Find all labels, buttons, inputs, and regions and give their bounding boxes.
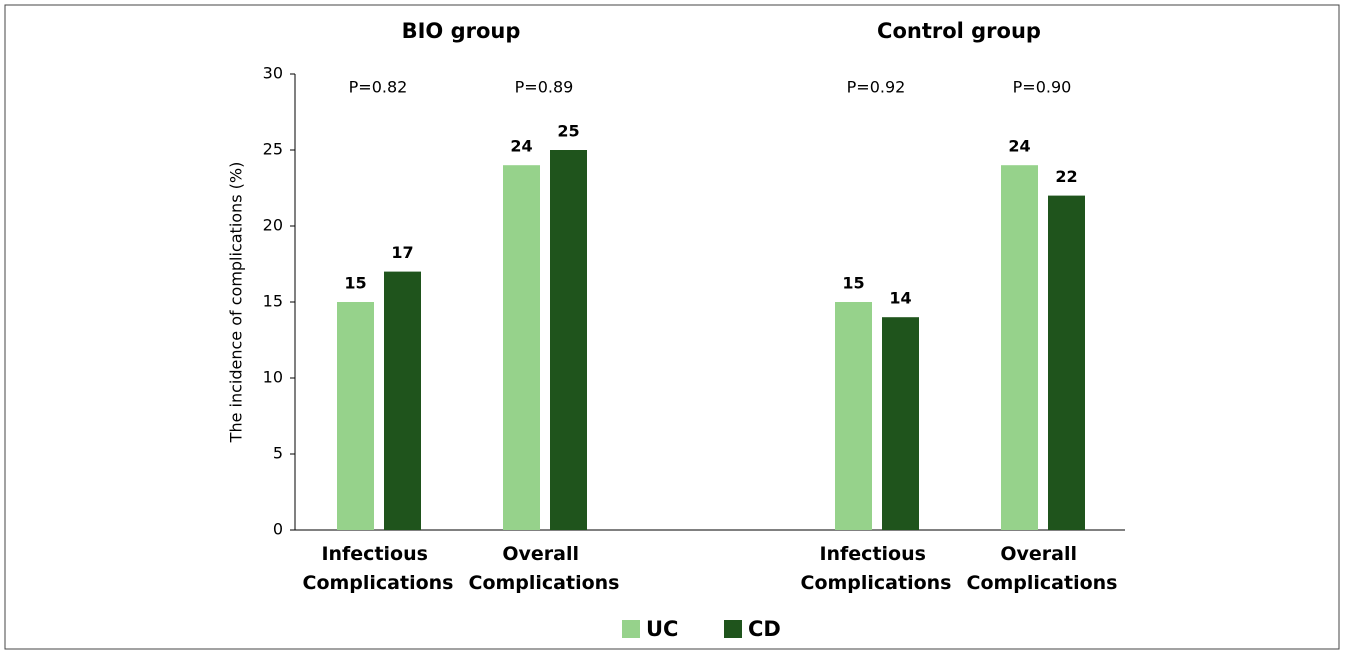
y-tick-label: 30 [263,64,283,83]
data-label: 25 [557,122,579,141]
x-tick-label: Infectious Complications [801,543,952,594]
bar [835,302,872,530]
bar [1048,195,1085,530]
x-tick-label: Overall Complications [967,543,1118,594]
data-label: 22 [1055,167,1077,186]
annotation: P=0.92 [847,78,906,97]
data-label: 14 [889,289,911,308]
legend-label: UC [646,617,678,641]
group-title: Control group [877,19,1041,43]
chart-frame [4,4,1340,650]
y-tick-label: 20 [263,216,283,235]
bar [503,165,540,530]
y-tick-label: 15 [263,292,283,311]
y-tick-label: 10 [263,368,283,387]
bar [337,302,374,530]
bar [1001,165,1038,530]
data-label: 17 [391,243,413,262]
legend-label: CD [748,617,781,641]
bar [882,317,919,530]
data-label: 15 [842,274,864,293]
group-title: BIO group [402,19,521,43]
annotation: P=0.89 [515,78,574,97]
annotation: P=0.82 [349,78,408,97]
y-tick-label: 25 [263,140,283,159]
bar [550,150,587,530]
legend-swatch [622,620,640,638]
x-tick-label: Infectious Complications [303,543,454,594]
data-label: 24 [510,137,532,156]
y-axis-title: The incidence of complications (%) [227,162,246,444]
annotation: P=0.90 [1013,78,1072,97]
bar [384,271,421,530]
x-tick-label: Overall Complications [469,543,620,594]
y-tick-label: 0 [273,520,283,539]
y-tick-label: 5 [273,444,283,463]
legend-swatch [724,620,742,638]
data-label: 15 [344,274,366,293]
data-label: 24 [1008,137,1030,156]
